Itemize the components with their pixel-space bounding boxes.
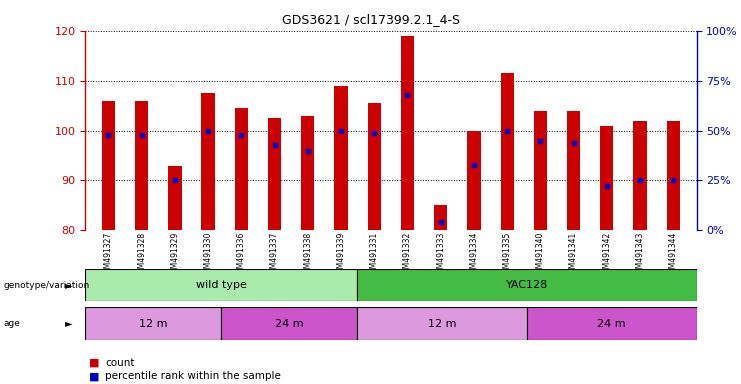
Text: age: age xyxy=(4,319,21,328)
Text: ■: ■ xyxy=(89,358,99,368)
Text: 24 m: 24 m xyxy=(275,318,303,329)
Text: ■: ■ xyxy=(89,371,99,381)
Bar xyxy=(534,111,547,230)
Bar xyxy=(102,101,115,230)
Text: 12 m: 12 m xyxy=(428,318,456,329)
Bar xyxy=(357,307,527,340)
Bar xyxy=(368,103,381,230)
Bar xyxy=(401,36,414,230)
Bar xyxy=(634,121,647,230)
Bar xyxy=(434,205,448,230)
Bar xyxy=(168,166,182,230)
Text: ►: ► xyxy=(65,280,73,290)
Text: 24 m: 24 m xyxy=(597,318,626,329)
Bar xyxy=(600,126,614,230)
Bar xyxy=(334,86,348,230)
Text: percentile rank within the sample: percentile rank within the sample xyxy=(105,371,281,381)
Text: GDS3621 / scl17399.2.1_4-S: GDS3621 / scl17399.2.1_4-S xyxy=(282,13,459,26)
Bar xyxy=(135,101,148,230)
Bar xyxy=(357,269,697,301)
Text: 12 m: 12 m xyxy=(139,318,167,329)
Bar xyxy=(567,111,580,230)
Bar xyxy=(268,118,282,230)
Bar xyxy=(301,116,314,230)
Bar xyxy=(202,93,215,230)
Bar xyxy=(221,307,357,340)
Text: genotype/variation: genotype/variation xyxy=(4,281,90,290)
Bar xyxy=(85,269,357,301)
Bar xyxy=(468,131,481,230)
Text: YAC128: YAC128 xyxy=(505,280,548,290)
Bar xyxy=(527,307,697,340)
Bar xyxy=(85,307,221,340)
Text: ►: ► xyxy=(65,318,73,329)
Text: wild type: wild type xyxy=(196,280,247,290)
Bar xyxy=(500,73,514,230)
Bar xyxy=(235,108,248,230)
Text: count: count xyxy=(105,358,135,368)
Bar xyxy=(667,121,680,230)
